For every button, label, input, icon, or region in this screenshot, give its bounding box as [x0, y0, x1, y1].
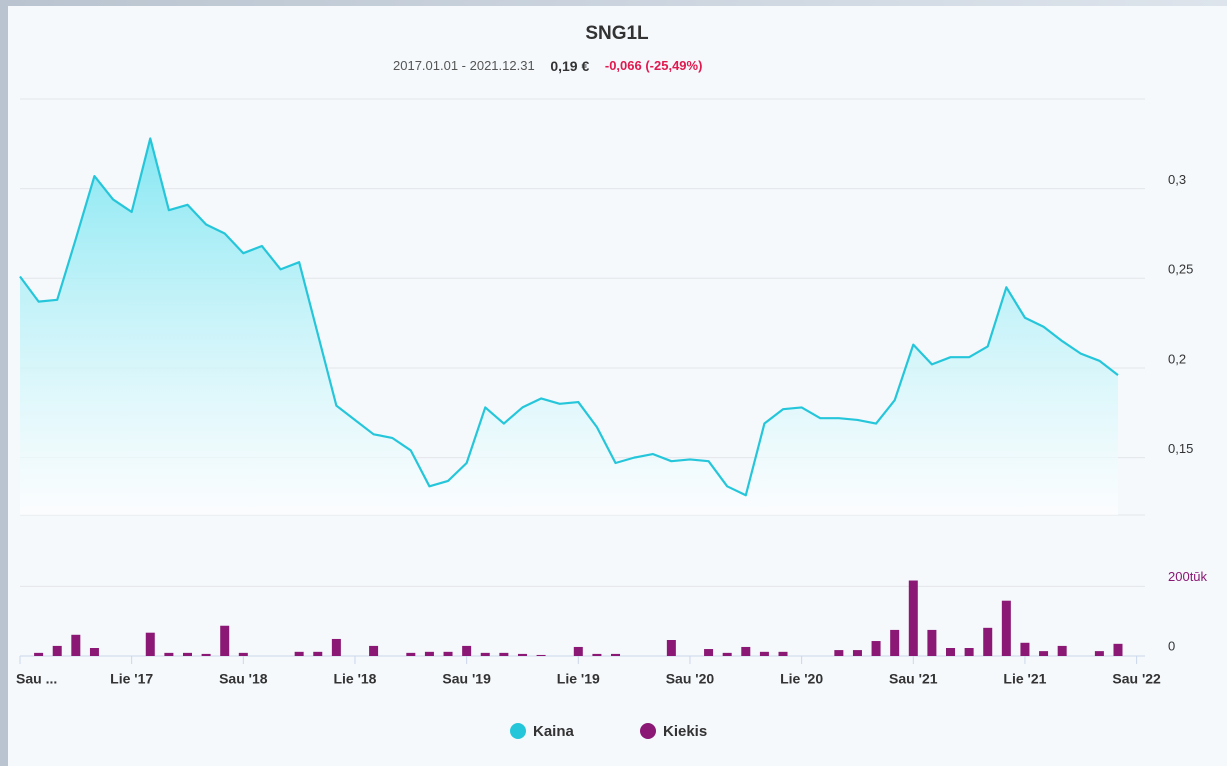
y-tick-label: 0,25 [1168, 262, 1193, 277]
volume-bar [927, 629, 937, 656]
volume-bar [890, 629, 900, 656]
volume-bar [611, 653, 621, 656]
volume-bar [424, 651, 434, 656]
x-tick-label: Lie '18 [333, 671, 376, 687]
x-tick-label: Sau '22 [1112, 671, 1161, 687]
y-tick-label: 0,3 [1168, 172, 1186, 187]
volume-bar [741, 646, 751, 656]
volume-bar [71, 634, 81, 656]
volume-bar [462, 645, 472, 656]
volume-bar [164, 652, 174, 656]
volume-bar [573, 646, 583, 656]
chart-subtitle: 2017.01.01 - 2021.12.31 0,19 € -0,066 (-… [393, 58, 702, 74]
area-fill [20, 138, 1118, 515]
y-tick-label: 0,15 [1168, 441, 1193, 456]
volume-bar [480, 652, 490, 656]
legend-marker [640, 723, 656, 739]
volume-bar [52, 645, 62, 656]
volume-bar [1094, 651, 1104, 656]
x-tick-label: Sau '21 [889, 671, 938, 687]
x-tick-label: Lie '20 [780, 671, 823, 687]
volume-bar [331, 638, 341, 656]
volume-bar [778, 651, 788, 656]
volume-bar [34, 652, 44, 656]
x-tick-label: Lie '21 [1003, 671, 1046, 687]
volume-bar [294, 651, 304, 656]
volume-bar [592, 653, 602, 656]
volume-bar [182, 652, 192, 656]
volume-bar [666, 640, 676, 656]
volume-bar [1113, 643, 1123, 656]
volume-bar [201, 653, 211, 656]
x-tick-label: Lie '19 [557, 671, 600, 687]
volume-bar [443, 651, 453, 656]
volume-bar [1020, 642, 1030, 656]
y2-tick-label: 0 [1168, 638, 1175, 653]
y2-tick-label: 200tūk [1168, 569, 1208, 584]
x-tick-label: Sau '19 [442, 671, 491, 687]
price-line [19, 137, 1119, 497]
x-tick-label: Sau '20 [666, 671, 715, 687]
legend-label: Kiekis [663, 723, 707, 740]
legend-label: Kaina [533, 723, 575, 740]
volume-bar [220, 625, 230, 656]
volume-bar [517, 653, 527, 656]
volume-bar [1001, 600, 1011, 656]
volume-bar [536, 654, 546, 656]
volume-bar [89, 648, 99, 656]
volume-bar [704, 649, 714, 656]
volume-bar [238, 652, 248, 656]
volume-bar [759, 651, 769, 656]
volume-bar [852, 650, 862, 656]
volume-bar [406, 652, 416, 656]
volume-bar [871, 641, 881, 656]
date-range: 2017.01.01 - 2021.12.31 [393, 58, 535, 73]
x-tick-label: Sau '18 [219, 671, 268, 687]
legend-marker [510, 723, 526, 739]
volume-bar [908, 580, 918, 656]
volume-bar [946, 648, 956, 656]
volume-bar [499, 652, 509, 656]
chart-title: SNG1L [585, 23, 649, 44]
volume-bar [369, 645, 379, 656]
volume-bar [1057, 645, 1067, 656]
y-tick-label: 0,2 [1168, 351, 1186, 366]
volume-bar [834, 650, 844, 656]
x-tick-label: Sau ... [16, 671, 57, 687]
volume-bar [722, 652, 732, 656]
change: -0,066 (-25,49%) [605, 58, 703, 73]
volume-bar [1039, 651, 1049, 656]
volume-bar [145, 632, 155, 656]
price: 0,19 € [550, 58, 589, 74]
volume-bar [964, 648, 974, 656]
x-tick-label: Lie '17 [110, 671, 153, 687]
volume-bar [313, 651, 323, 656]
volume-bar [983, 627, 993, 656]
